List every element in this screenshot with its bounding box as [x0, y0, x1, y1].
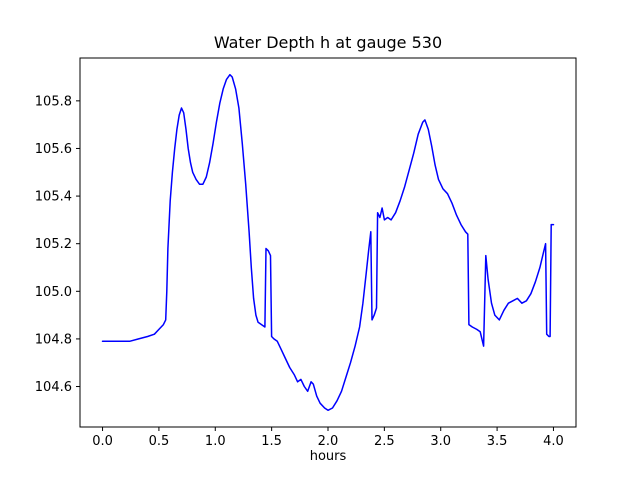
chart-title: Water Depth h at gauge 530	[213, 33, 443, 52]
y-tick-label: 105.2	[35, 237, 72, 252]
water-depth-line	[101, 73, 555, 412]
y-tick-label: 105.8	[35, 94, 72, 109]
axes-frame	[79, 57, 577, 428]
x-axis-label: hours	[309, 449, 347, 464]
x-tick-label: 2.0	[318, 434, 339, 449]
x-tick-label: 3.5	[487, 434, 508, 449]
y-tick-label: 105.6	[35, 142, 72, 157]
x-tick-label: 2.5	[374, 434, 395, 449]
y-tick-label: 104.6	[35, 380, 72, 395]
y-tick-label: 105.0	[35, 285, 72, 300]
x-tick-label: 3.0	[430, 434, 451, 449]
y-tick-label: 104.8	[35, 332, 72, 347]
x-tick-label: 1.0	[205, 434, 226, 449]
x-tick-label: 0.0	[92, 434, 113, 449]
x-tick-label: 0.5	[149, 434, 170, 449]
y-tick-label: 105.4	[35, 190, 72, 205]
x-tick-label: 4.0	[543, 434, 564, 449]
x-tick-label: 1.5	[261, 434, 282, 449]
